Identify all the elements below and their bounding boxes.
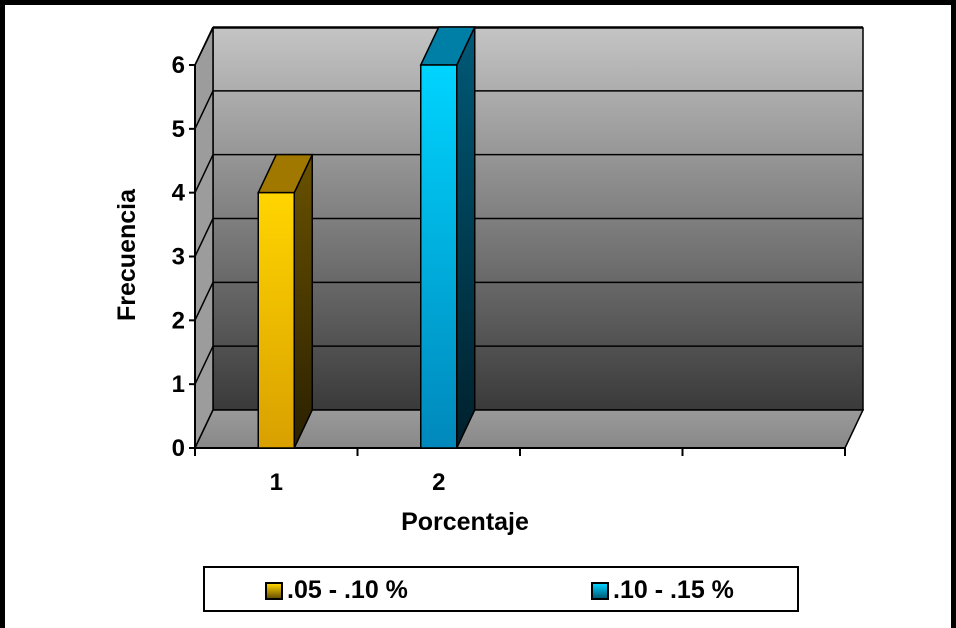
legend-item-series-2: .10 - .15 % bbox=[591, 576, 734, 605]
x-axis-title: Porcentaje bbox=[401, 508, 529, 536]
grid-layer bbox=[194, 26, 863, 385]
bar-layer bbox=[257, 26, 476, 449]
gridline-side-1 bbox=[194, 345, 214, 385]
legend-item-series-1: .05 - .10 % bbox=[265, 576, 408, 605]
y-tick-label-3: 3 bbox=[172, 244, 185, 271]
gridline-side-5 bbox=[194, 90, 214, 130]
bar-front-1 bbox=[257, 191, 295, 449]
bar-side-2 bbox=[456, 26, 476, 449]
legend-label-series-2: .10 - .15 % bbox=[613, 576, 734, 604]
legend-swatch-series-2 bbox=[591, 581, 609, 600]
axis-layer bbox=[189, 64, 846, 456]
bar-1-cat-1 bbox=[257, 153, 314, 449]
x-tick-label-1: 1 bbox=[270, 469, 283, 496]
legend-label-series-1: .05 - .10 % bbox=[287, 576, 408, 604]
label-layer: 0 1 2 3 4 5 6 1 2 bbox=[172, 52, 446, 496]
y-tick-label-0: 0 bbox=[172, 435, 185, 462]
y-tick-label-2: 2 bbox=[172, 307, 185, 334]
y-axis-title: Frecuencia bbox=[113, 188, 141, 321]
gridline-side-3 bbox=[194, 218, 214, 257]
x-tick-label-2: 2 bbox=[432, 469, 445, 496]
y-tick-label-6: 6 bbox=[172, 52, 185, 79]
bar-2-cat-2 bbox=[419, 26, 476, 449]
bar-front-2 bbox=[420, 64, 458, 449]
y-tick-label-5: 5 bbox=[172, 116, 185, 143]
gridline-side-4 bbox=[194, 154, 214, 193]
gridline-side-2 bbox=[194, 282, 214, 321]
legend: .05 - .10 % .10 - .15 % bbox=[203, 566, 799, 612]
gridline-side-6 bbox=[194, 26, 214, 66]
legend-swatch-series-1 bbox=[265, 581, 283, 600]
y-tick-label-4: 4 bbox=[172, 180, 186, 207]
bar-side-1 bbox=[293, 154, 313, 449]
y-tick-label-1: 1 bbox=[172, 371, 185, 398]
